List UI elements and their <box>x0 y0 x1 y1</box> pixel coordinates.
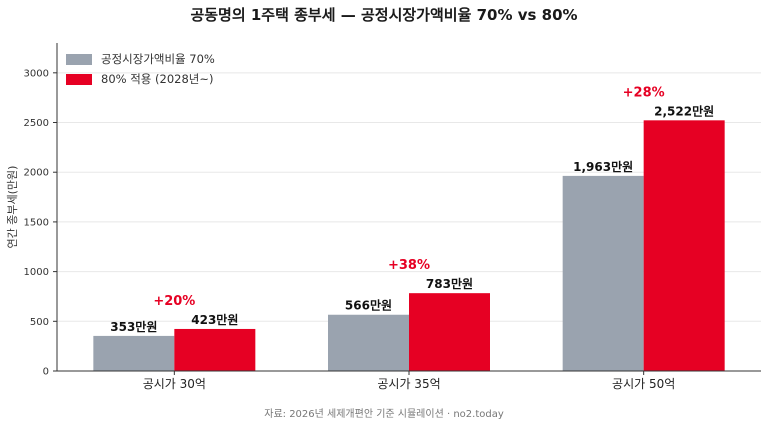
y-tick-label: 3000 <box>24 68 49 79</box>
chart-title: 공동명의 1주택 종부세 — 공정시장가액비율 70% vs 80% <box>190 6 578 24</box>
x-tick-label: 공시가 30억 <box>143 377 206 391</box>
bar <box>93 335 175 371</box>
legend-swatch-70 <box>66 53 92 65</box>
bar-value-label: 1,963만원 <box>573 159 633 174</box>
x-tick-label: 공시가 50억 <box>612 377 675 391</box>
bar <box>328 314 409 371</box>
legend-item-80: 80% 적용 (2028년~) <box>66 70 215 88</box>
bar-value-label: 353만원 <box>110 319 157 334</box>
legend-swatch-80 <box>66 73 92 85</box>
bar <box>562 175 644 371</box>
legend-item-70: 공정시장가액비율 70% <box>66 50 215 68</box>
source-note: 자료: 2026년 세제개편안 기준 시뮬레이션 · no2.today <box>264 409 504 420</box>
y-tick-label: 1500 <box>24 217 49 228</box>
y-axis-label: 연간 종부세(만원) <box>6 166 19 249</box>
x-tick-label: 공시가 35억 <box>377 377 440 391</box>
bar <box>643 120 725 371</box>
bar <box>174 328 256 371</box>
bar-value-label: 566만원 <box>345 298 392 313</box>
bar-value-label: 783만원 <box>426 276 473 291</box>
axes: 0 500 1000 1500 2000 2500 3000 연간 종부세(만원) 공시가 30… <box>6 43 761 391</box>
y-tick-label: 0 <box>43 367 49 378</box>
change-annotation: +20% <box>153 294 195 309</box>
y-tick-label: 1000 <box>24 267 49 278</box>
y-tick-label: 500 <box>30 317 49 328</box>
legend-label-70: 공정시장가액비율 70% <box>101 52 215 66</box>
y-tick-label: 2000 <box>24 168 49 179</box>
bar-value-label: 2,522만원 <box>654 103 714 118</box>
legend-label-80: 80% 적용 (2028년~) <box>101 72 214 86</box>
change-annotation: +38% <box>388 258 430 273</box>
change-annotation: +28% <box>623 85 665 100</box>
bar <box>409 293 490 371</box>
bar-value-label: 423만원 <box>191 312 238 327</box>
y-tick-label: 2500 <box>24 118 49 129</box>
bars <box>93 120 725 371</box>
legend: 공정시장가액비율 70% 80% 적용 (2028년~) <box>66 50 215 90</box>
data-labels: 353만원 423만원 +20% 566만원 783만원 +38% 1,963만원 2,522… <box>110 85 714 334</box>
